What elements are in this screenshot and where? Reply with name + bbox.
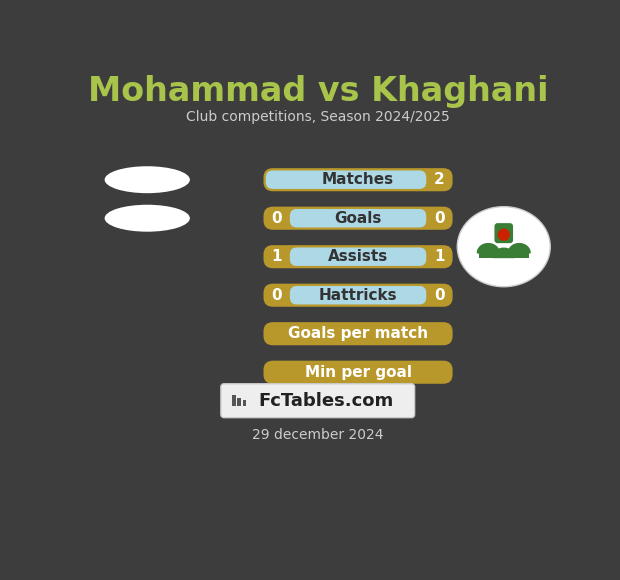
FancyBboxPatch shape <box>221 384 415 418</box>
FancyBboxPatch shape <box>264 322 453 345</box>
Circle shape <box>497 229 510 241</box>
Text: 29 december 2024: 29 december 2024 <box>252 429 384 443</box>
Bar <box>232 396 236 406</box>
FancyBboxPatch shape <box>290 209 427 227</box>
Text: FcTables.com: FcTables.com <box>258 392 393 409</box>
Ellipse shape <box>458 206 551 287</box>
Text: 0: 0 <box>272 288 282 303</box>
FancyBboxPatch shape <box>264 245 453 269</box>
Text: Mohammad vs Khaghani: Mohammad vs Khaghani <box>87 75 548 108</box>
Polygon shape <box>493 248 515 258</box>
Bar <box>479 251 528 258</box>
Text: 1: 1 <box>434 249 445 264</box>
Bar <box>242 400 247 406</box>
Text: 0: 0 <box>272 211 282 226</box>
FancyBboxPatch shape <box>266 171 427 189</box>
Text: Club competitions, Season 2024/2025: Club competitions, Season 2024/2025 <box>186 110 450 124</box>
FancyBboxPatch shape <box>495 223 513 243</box>
Bar <box>237 398 241 406</box>
FancyBboxPatch shape <box>264 168 453 191</box>
Text: 2: 2 <box>434 172 445 187</box>
Text: Goals per match: Goals per match <box>288 326 428 341</box>
FancyBboxPatch shape <box>264 284 453 307</box>
FancyBboxPatch shape <box>290 248 427 266</box>
Text: 1: 1 <box>272 249 282 264</box>
FancyBboxPatch shape <box>290 286 427 304</box>
Polygon shape <box>477 244 499 253</box>
Text: 0: 0 <box>434 288 445 303</box>
FancyBboxPatch shape <box>264 206 453 230</box>
Text: Min per goal: Min per goal <box>304 365 412 380</box>
FancyBboxPatch shape <box>264 361 453 384</box>
Text: Goals: Goals <box>334 211 382 226</box>
Text: Assists: Assists <box>328 249 388 264</box>
Ellipse shape <box>105 166 190 193</box>
Text: Matches: Matches <box>322 172 394 187</box>
Text: Hattricks: Hattricks <box>319 288 397 303</box>
Ellipse shape <box>105 205 190 231</box>
Text: 0: 0 <box>434 211 445 226</box>
Polygon shape <box>508 244 530 253</box>
